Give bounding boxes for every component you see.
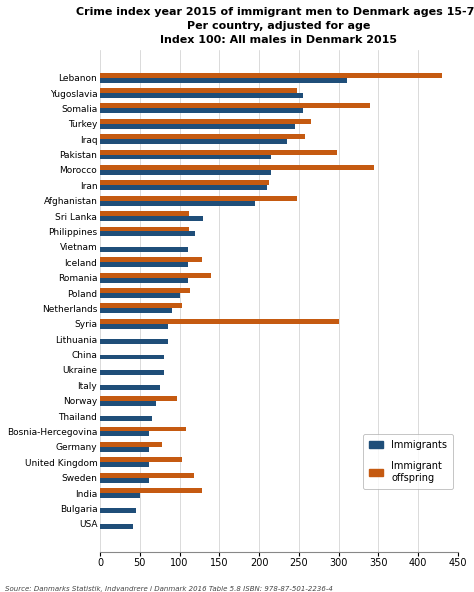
Bar	[100, 355, 164, 359]
Bar	[100, 227, 189, 231]
Bar	[100, 165, 374, 170]
Bar	[100, 319, 338, 324]
Bar	[100, 288, 190, 293]
Bar	[100, 442, 162, 447]
Bar	[100, 231, 195, 236]
Bar	[100, 108, 303, 113]
Bar	[100, 139, 287, 144]
Bar	[100, 462, 149, 467]
Bar	[100, 73, 442, 78]
Bar	[100, 478, 149, 482]
Bar	[100, 78, 346, 82]
Bar	[100, 93, 303, 98]
Title: Crime index year 2015 of immigrant men to Denmark ages 15-79
Per country, adjust: Crime index year 2015 of immigrant men t…	[76, 7, 474, 45]
Bar	[100, 473, 194, 478]
Bar	[100, 524, 134, 529]
Bar	[100, 119, 311, 124]
Bar	[100, 278, 188, 282]
Bar	[100, 247, 188, 252]
Bar	[100, 488, 202, 493]
Bar	[100, 427, 186, 432]
Bar	[100, 258, 202, 262]
Bar	[100, 401, 156, 406]
Bar	[100, 104, 370, 108]
Bar	[100, 216, 203, 221]
Bar	[100, 170, 271, 175]
Bar	[100, 88, 297, 93]
Bar	[100, 370, 164, 375]
Bar	[100, 124, 295, 128]
Bar	[100, 155, 271, 159]
Bar	[100, 150, 337, 155]
Bar	[100, 509, 136, 513]
Bar	[100, 196, 297, 201]
Text: Source: Danmarks Statistik, Indvandrere i Danmark 2016 Table 5.8 ISBN: 978-87-50: Source: Danmarks Statistik, Indvandrere …	[5, 585, 333, 592]
Bar	[100, 304, 182, 308]
Bar	[100, 262, 188, 267]
Bar	[100, 293, 180, 298]
Bar	[100, 432, 149, 436]
Bar	[100, 211, 189, 216]
Bar	[100, 339, 168, 344]
Bar	[100, 181, 269, 185]
Bar	[100, 458, 182, 462]
Bar	[100, 324, 168, 329]
Legend: Immigrants, Immigrant
offspring: Immigrants, Immigrant offspring	[363, 434, 453, 489]
Bar	[100, 134, 305, 139]
Bar	[100, 273, 211, 278]
Bar	[100, 447, 149, 452]
Bar	[100, 185, 267, 190]
Bar	[100, 493, 140, 498]
Bar	[100, 416, 152, 421]
Bar	[100, 385, 160, 390]
Bar	[100, 308, 172, 313]
Bar	[100, 201, 255, 205]
Bar	[100, 396, 177, 401]
